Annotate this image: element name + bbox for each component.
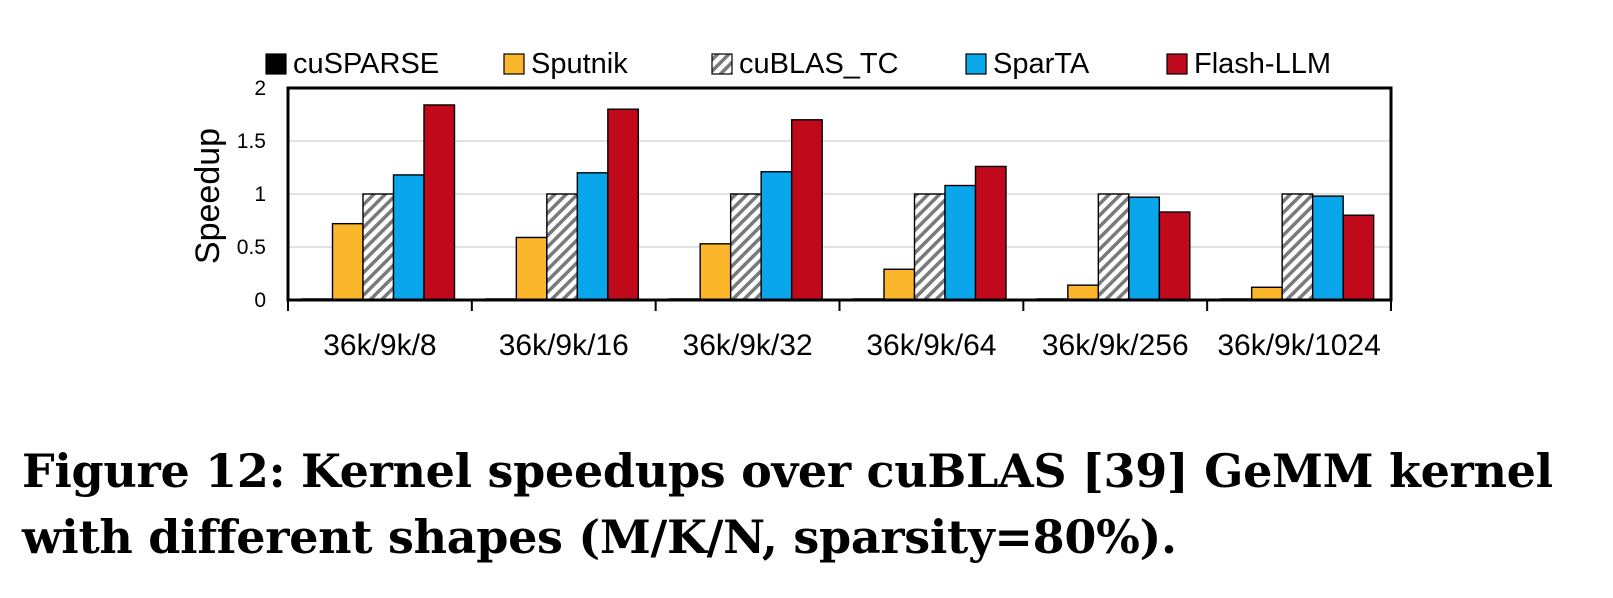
- legend-label: cuSPARSE: [293, 48, 439, 80]
- bar-sparta: [1128, 196, 1161, 301]
- y-tick-label: 2: [254, 77, 266, 100]
- legend-label: Flash-LLM: [1194, 48, 1331, 80]
- x-tick-label: 36k/9k/8: [323, 329, 436, 362]
- y-axis-ticks: 0 0.5 1 1.5 2: [237, 77, 266, 312]
- bar-flash-llm: [974, 165, 1007, 301]
- bar-flash-llm: [790, 119, 823, 301]
- legend: cuSPARSE Sputnik cuBLAS_TC SparTA Flash-LLM: [265, 48, 1331, 80]
- x-tick-label: 36k/9k/256: [1042, 329, 1189, 362]
- x-tick-label: 36k/9k/64: [866, 329, 996, 362]
- bar-sputnik: [331, 222, 364, 301]
- bar-cublas-tc: [362, 193, 395, 301]
- legend-label: cuBLAS_TC: [739, 48, 899, 80]
- x-tick-label: 36k/9k/1024: [1217, 329, 1380, 362]
- bar-sputnik: [1067, 284, 1100, 301]
- x-tick-label: 36k/9k/32: [683, 329, 813, 362]
- bar-cublas-tc: [1097, 193, 1130, 301]
- x-tick-label: 36k/9k/16: [499, 329, 629, 362]
- legend-swatch: [711, 53, 733, 75]
- legend-swatch: [965, 53, 987, 75]
- y-tick-label: 1: [254, 183, 266, 206]
- bar-sparta: [1311, 195, 1344, 301]
- bar-sputnik: [515, 236, 548, 301]
- bar-flash-llm: [423, 104, 456, 301]
- y-axis-label: Speedup: [189, 128, 227, 264]
- bar-flash-llm: [1342, 214, 1375, 301]
- bar-sparta: [944, 184, 977, 301]
- bar-flash-llm: [1158, 211, 1191, 301]
- legend-swatch: [265, 53, 287, 75]
- figure-caption: Figure 12: Kernel speedups over cuBLAS […: [22, 444, 1553, 564]
- legend-label: Sputnik: [531, 48, 628, 80]
- bars: [301, 104, 1375, 301]
- bar-sputnik: [699, 243, 732, 301]
- legend-swatch: [503, 53, 525, 75]
- bar-sparta: [392, 174, 425, 301]
- y-tick-label: 0: [254, 289, 266, 312]
- legend-swatch: [1166, 53, 1188, 75]
- bar-cublas-tc: [913, 193, 946, 301]
- bar-cublas-tc: [1281, 193, 1314, 301]
- bar-sparta: [760, 171, 793, 301]
- legend-label: SparTA: [993, 48, 1090, 80]
- bar-sputnik: [1250, 286, 1283, 301]
- bar-sparta: [576, 172, 609, 301]
- chart: cuSPARSE Sputnik cuBLAS_TC SparTA Flash-LLM …: [189, 48, 1393, 362]
- bar-flash-llm: [607, 108, 640, 301]
- gridlines: [288, 140, 1391, 248]
- y-tick-label: 0.5: [237, 236, 266, 259]
- y-tick-label: 1.5: [237, 130, 266, 153]
- bar-sputnik: [883, 268, 916, 301]
- bar-cublas-tc: [546, 193, 579, 301]
- x-axis-ticks: 36k/9k/8 36k/9k/16 36k/9k/32 36k/9k/64 36k/9…: [287, 300, 1392, 362]
- bar-cublas-tc: [729, 193, 762, 301]
